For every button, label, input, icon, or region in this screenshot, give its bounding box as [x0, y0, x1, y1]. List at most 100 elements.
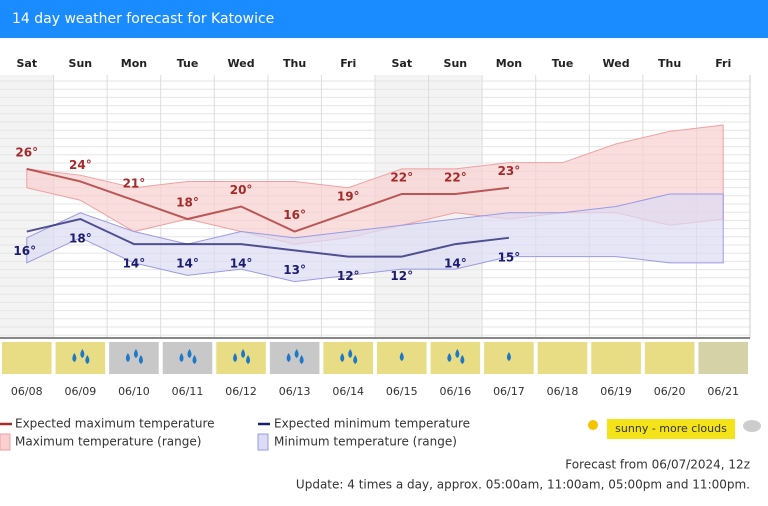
rain-drop: [460, 355, 465, 364]
rain-drop: [72, 353, 77, 362]
rain-drop: [233, 353, 238, 362]
weather-legend-box: [607, 419, 735, 439]
data-label: 12°: [390, 269, 413, 283]
date-label: 06/11: [172, 385, 204, 398]
rain-drop: [399, 352, 404, 361]
weather-icon-box: [430, 342, 481, 374]
weekend-shade: [0, 75, 54, 338]
rain-drop: [80, 349, 85, 358]
day-label: Wed: [603, 57, 630, 70]
range-band: [26, 193, 724, 283]
weather-icon-box: [537, 342, 588, 374]
rain-drop: [241, 349, 246, 358]
weather-icon-box: [216, 342, 266, 374]
rain-drop: [348, 349, 353, 358]
data-label: 21°: [123, 177, 146, 191]
legend-label: Maximum temperature (range): [15, 435, 201, 449]
day-label: Sun: [69, 57, 93, 70]
data-label: 15°: [498, 250, 521, 264]
forecast-note: Forecast from 06/07/2024, 12z: [565, 458, 750, 472]
day-label: Sat: [16, 57, 37, 70]
temperature-line: [26, 167, 510, 233]
day-label: Sun: [444, 57, 468, 70]
day-label: Tue: [552, 57, 574, 70]
date-label: 06/21: [707, 385, 739, 398]
date-label: 06/10: [118, 385, 150, 398]
rain-drop: [506, 352, 511, 361]
rain-drop: [340, 353, 345, 362]
date-label: 06/20: [654, 385, 686, 398]
weather-icon-box: [109, 342, 159, 374]
date-label: 06/08: [11, 385, 43, 398]
rain-drop: [192, 355, 197, 364]
day-label: Mon: [496, 57, 522, 70]
data-label: 14°: [444, 257, 467, 271]
date-label: 06/12: [225, 385, 257, 398]
day-label: Fri: [715, 57, 731, 70]
weather-icon-box: [591, 342, 641, 374]
date-label: 06/14: [332, 385, 364, 398]
plot: Sat 06/08 Sun 06/09 Mon 06/10 Tue 06/11 Wed 06/12…: [0, 57, 751, 398]
chart-title: 14 day weather forecast for Katowice: [12, 11, 274, 27]
date-label: 06/18: [547, 385, 579, 398]
rain-drop: [133, 349, 138, 358]
data-label: 14°: [123, 257, 146, 271]
day-label: Sat: [391, 57, 412, 70]
data-label: 16°: [283, 208, 306, 222]
rain-drop: [138, 355, 143, 364]
data-label: 24°: [69, 158, 92, 172]
weather-icon-box: [323, 342, 373, 374]
cloud-icon: [743, 420, 761, 432]
legend-label: Expected maximum temperature: [15, 417, 215, 431]
data-label: 26°: [15, 145, 38, 159]
data-label: 18°: [176, 196, 199, 210]
rain-drop: [299, 355, 304, 364]
data-label: 12°: [337, 269, 360, 283]
weather-legend-label: sunny - more clouds: [615, 422, 727, 435]
weather-icon-box: [55, 342, 106, 374]
date-label: 06/17: [493, 385, 525, 398]
rain-drop: [286, 353, 291, 362]
rain-drop: [455, 349, 460, 358]
weather-icon-box: [644, 342, 695, 374]
legend-swatch: [0, 433, 11, 451]
data-label: 20°: [230, 183, 253, 197]
legend: Expected maximum temperature Maximum tem…: [0, 417, 761, 451]
date-label: 06/16: [440, 385, 472, 398]
weather-icon-box: [698, 342, 748, 374]
rain-drop: [294, 349, 299, 358]
sun-icon: [588, 420, 598, 430]
rain-drop: [125, 353, 130, 362]
data-label: 19°: [337, 189, 360, 203]
date-label: 06/09: [65, 385, 97, 398]
header-bar: [0, 0, 768, 38]
update-note: Update: 4 times a day, approx. 05:00am, …: [296, 478, 750, 492]
data-label: 13°: [283, 263, 306, 277]
weather-icon-box: [269, 342, 320, 374]
rain-drop: [353, 355, 358, 364]
weather-icon-box: [162, 342, 213, 374]
date-label: 06/13: [279, 385, 311, 398]
day-label: Wed: [228, 57, 255, 70]
legend-label: Expected minimum temperature: [274, 417, 470, 431]
data-label: 16°: [13, 244, 36, 258]
legend-label: Minimum temperature (range): [274, 435, 457, 449]
data-label: 18°: [69, 232, 92, 246]
data-label: 14°: [230, 257, 253, 271]
legend-swatch: [257, 433, 269, 451]
date-label: 06/19: [600, 385, 632, 398]
weather-icon-box: [2, 342, 52, 374]
day-label: Tue: [177, 57, 199, 70]
rain-drop: [179, 353, 184, 362]
rain-drop: [246, 355, 251, 364]
rain-drop: [187, 349, 192, 358]
data-label: 23°: [498, 164, 521, 178]
day-label: Mon: [121, 57, 147, 70]
data-label: 14°: [176, 257, 199, 271]
rain-drop: [85, 355, 90, 364]
day-label: Fri: [340, 57, 356, 70]
day-label: Thu: [283, 57, 306, 70]
data-label: 22°: [390, 170, 413, 184]
rain-drop: [447, 353, 452, 362]
